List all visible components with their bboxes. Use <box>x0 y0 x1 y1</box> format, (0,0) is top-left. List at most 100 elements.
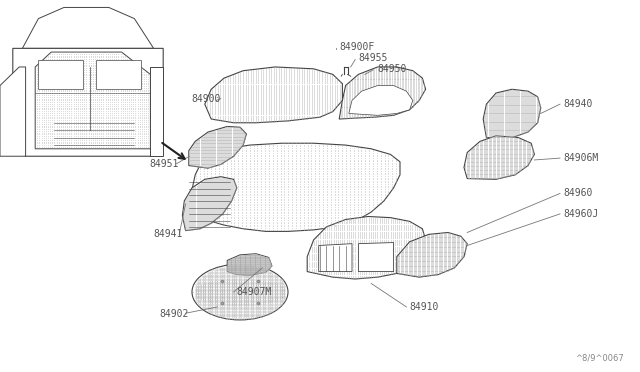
Point <box>529 115 540 121</box>
Point <box>239 258 250 264</box>
Point <box>195 214 205 219</box>
Point <box>90 112 100 118</box>
Point <box>230 267 240 273</box>
Point <box>448 240 458 246</box>
Point <box>508 144 518 150</box>
Point <box>432 259 442 264</box>
Point <box>211 133 221 139</box>
Point <box>384 65 394 71</box>
Point <box>126 137 136 143</box>
Point <box>481 106 492 112</box>
Point <box>234 289 244 295</box>
Point <box>262 257 272 263</box>
Point <box>491 128 501 134</box>
Point <box>205 283 215 289</box>
Point <box>372 255 383 261</box>
Point <box>279 187 289 193</box>
Point <box>324 245 334 251</box>
Point <box>356 189 367 195</box>
Point <box>243 104 253 110</box>
Point <box>223 138 234 144</box>
Point <box>350 241 360 247</box>
Point <box>445 238 456 244</box>
Point <box>397 253 407 259</box>
Point <box>79 144 90 150</box>
Point <box>253 253 263 259</box>
Point <box>233 256 243 262</box>
Point <box>251 109 261 115</box>
Point <box>35 69 45 75</box>
Point <box>403 261 413 267</box>
Point <box>201 135 211 141</box>
Point <box>486 158 497 164</box>
Point <box>185 152 195 158</box>
Point <box>429 258 440 264</box>
Point <box>223 258 233 264</box>
Point <box>279 153 289 159</box>
Point <box>233 215 243 221</box>
Point <box>264 102 274 108</box>
Point <box>252 264 262 270</box>
Point <box>374 254 385 260</box>
Point <box>463 160 473 166</box>
Point <box>502 143 512 149</box>
Point <box>189 209 200 215</box>
Point <box>324 243 334 248</box>
Point <box>212 152 223 158</box>
Point <box>210 219 220 225</box>
Point <box>83 121 93 127</box>
Point <box>202 105 212 111</box>
Point <box>233 272 243 278</box>
Point <box>75 124 85 130</box>
Point <box>353 148 363 154</box>
Point <box>111 103 122 109</box>
Point <box>340 111 351 117</box>
Point <box>416 241 426 247</box>
Point <box>410 244 420 250</box>
Point <box>534 105 545 111</box>
Point <box>126 81 136 87</box>
Point <box>486 137 497 143</box>
Point <box>385 90 396 96</box>
Point <box>410 243 420 249</box>
Point <box>399 234 409 240</box>
Point <box>243 105 253 111</box>
Point <box>454 238 465 244</box>
Point <box>51 65 61 71</box>
Point <box>262 289 273 295</box>
Point <box>361 270 371 276</box>
Point <box>253 260 263 266</box>
Point <box>131 115 141 121</box>
Point <box>243 86 253 92</box>
Point <box>241 300 251 306</box>
Point <box>319 240 330 246</box>
Point <box>474 156 484 162</box>
Point <box>143 94 154 100</box>
Point <box>360 91 370 97</box>
Point <box>387 153 397 159</box>
Point <box>259 93 269 99</box>
Point <box>519 156 529 162</box>
Point <box>58 137 68 143</box>
Point <box>190 156 200 162</box>
Point <box>221 131 231 137</box>
Point <box>273 81 284 87</box>
Point <box>405 261 415 267</box>
Point <box>221 161 232 167</box>
Point <box>196 204 207 210</box>
Point <box>245 264 255 270</box>
Point <box>423 270 433 276</box>
Point <box>497 171 507 177</box>
Point <box>68 49 79 55</box>
Point <box>221 192 232 198</box>
Point <box>390 100 401 106</box>
Point <box>86 119 96 125</box>
Point <box>220 126 230 132</box>
Point <box>238 256 248 262</box>
Point <box>212 106 223 112</box>
Point <box>460 163 470 169</box>
Point <box>92 51 102 57</box>
Point <box>500 109 511 115</box>
Point <box>200 198 211 203</box>
Point <box>264 259 275 265</box>
